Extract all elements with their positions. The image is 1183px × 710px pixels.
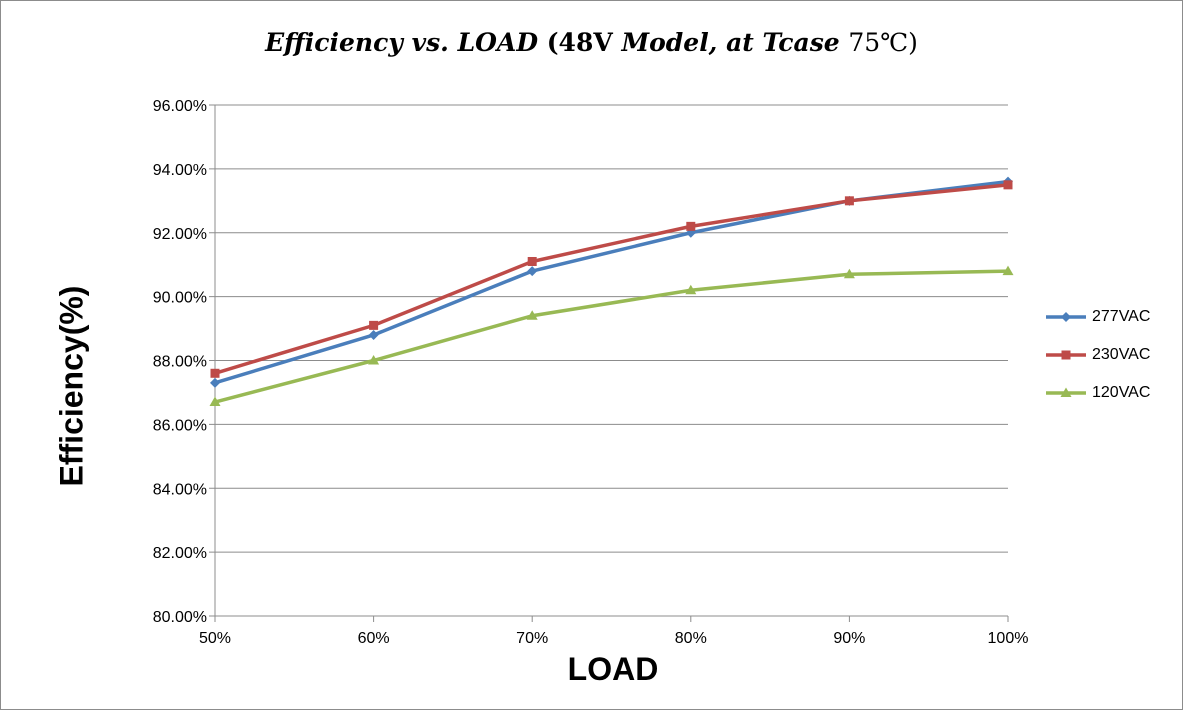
legend-item: 230VAC — [1044, 343, 1174, 381]
y-tick-label: 84.00% — [153, 481, 207, 498]
data-point-120VAC — [526, 310, 538, 320]
x-axis-label: LOAD — [567, 651, 659, 687]
data-point-120VAC — [843, 268, 855, 279]
x-tick-label: 90% — [833, 630, 865, 647]
data-point-230VAC — [844, 196, 854, 206]
chart-title-part: Model, at Tcase — [621, 28, 849, 57]
x-tick-label: 60% — [358, 630, 390, 647]
data-point-230VAC — [686, 221, 696, 231]
chart-title-part: Efficiency vs. LOAD — [265, 28, 547, 57]
data-point-277VAC — [527, 266, 538, 277]
y-tick-label: 80.00% — [153, 609, 207, 626]
legend-swatch — [1046, 387, 1086, 397]
x-tick-label: 50% — [199, 630, 231, 647]
data-point-120VAC — [1002, 265, 1014, 276]
data-point-120VAC — [368, 355, 380, 365]
series-line-230VAC — [214, 183, 1009, 375]
legend: 277VAC 230VAC 120VAC — [1044, 305, 1174, 419]
data-point-230VAC — [369, 320, 379, 330]
legend-swatch-marker — [1061, 350, 1071, 360]
data-point-120VAC — [685, 284, 697, 295]
chart-title-part: 75℃) — [848, 28, 918, 57]
legend-swatch — [1046, 312, 1086, 322]
x-tick-label: 100% — [988, 630, 1029, 647]
data-point-277VAC — [210, 377, 220, 388]
x-tick-label: 80% — [675, 630, 707, 647]
legend-item: 277VAC — [1044, 305, 1174, 343]
series-line-120VAC — [214, 269, 1009, 404]
y-tick-label: 82.00% — [153, 545, 207, 562]
y-tick-label: 92.00% — [153, 226, 207, 243]
legend-label: 120VAC — [1092, 384, 1151, 401]
y-tick-label: 90.00% — [153, 290, 207, 307]
data-point-230VAC — [1003, 180, 1013, 190]
data-point-120VAC — [209, 396, 221, 407]
legend-swatch-marker — [1060, 387, 1072, 397]
data-point-230VAC — [527, 256, 537, 266]
series-line-277VAC — [214, 179, 1009, 385]
legend-label: 277VAC — [1092, 308, 1151, 325]
chart-title: Efficiency vs. LOAD (48V Model, at Tcase… — [0, 28, 1183, 57]
legend-swatch — [1046, 350, 1086, 360]
legend-item: 120VAC — [1044, 381, 1174, 419]
y-tick-label: 94.00% — [153, 162, 207, 179]
data-point-230VAC — [210, 368, 220, 378]
y-tick-label: 96.00% — [153, 98, 207, 115]
y-tick-label: 86.00% — [153, 417, 207, 434]
data-point-277VAC — [368, 329, 379, 340]
y-tick-label: 88.00% — [153, 354, 207, 371]
x-tick-label: 70% — [516, 630, 548, 647]
y-axis-label: Efficiency(%) — [53, 285, 90, 487]
legend-swatch-marker — [1061, 312, 1071, 322]
chart-title-part: (48V — [546, 28, 622, 57]
legend-label: 230VAC — [1092, 346, 1151, 363]
